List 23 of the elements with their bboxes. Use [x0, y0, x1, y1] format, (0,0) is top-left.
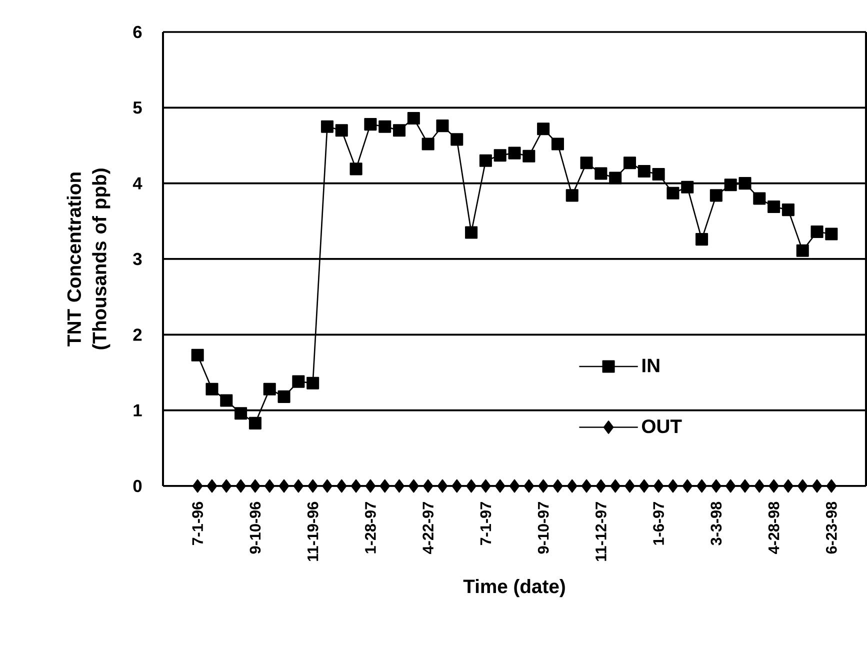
- x-tick-label: 4-22-97: [422, 502, 434, 554]
- x-tick-label: 9-10-97: [538, 502, 549, 554]
- y-tick-label: 6: [133, 26, 142, 38]
- legend-label: OUT: [642, 419, 682, 434]
- y-tick-label: 0: [133, 480, 142, 492]
- x-tick-label: 7-1-97: [480, 502, 492, 546]
- x-tick-label: 3-3-98: [710, 502, 722, 546]
- x-tick-label: 7-1-96: [192, 502, 204, 546]
- y-tick-label: 5: [133, 102, 142, 114]
- y-tick-label: 4: [132, 177, 142, 190]
- y-axis-title: TNT Concentration (Thousands of ppb): [66, 168, 110, 350]
- x-axis-title: Time (date): [463, 579, 565, 598]
- x-tick-label: 9-10-96: [250, 502, 261, 554]
- x-tick-label: 1-28-97: [365, 502, 376, 554]
- x-tick-label: 4-28-98: [768, 502, 780, 554]
- x-tick-label: 11-12-97: [596, 502, 606, 561]
- x-tick-label: 1-6-97: [653, 502, 664, 545]
- y-tick-label: 2: [133, 328, 142, 341]
- x-tick-label: 11-19-96: [307, 502, 318, 561]
- legend-label: IN: [642, 358, 660, 372]
- y-tick-label: 3: [133, 252, 142, 266]
- y-tick-label: 1: [134, 404, 142, 416]
- x-tick-label: 6-23-98: [826, 502, 837, 554]
